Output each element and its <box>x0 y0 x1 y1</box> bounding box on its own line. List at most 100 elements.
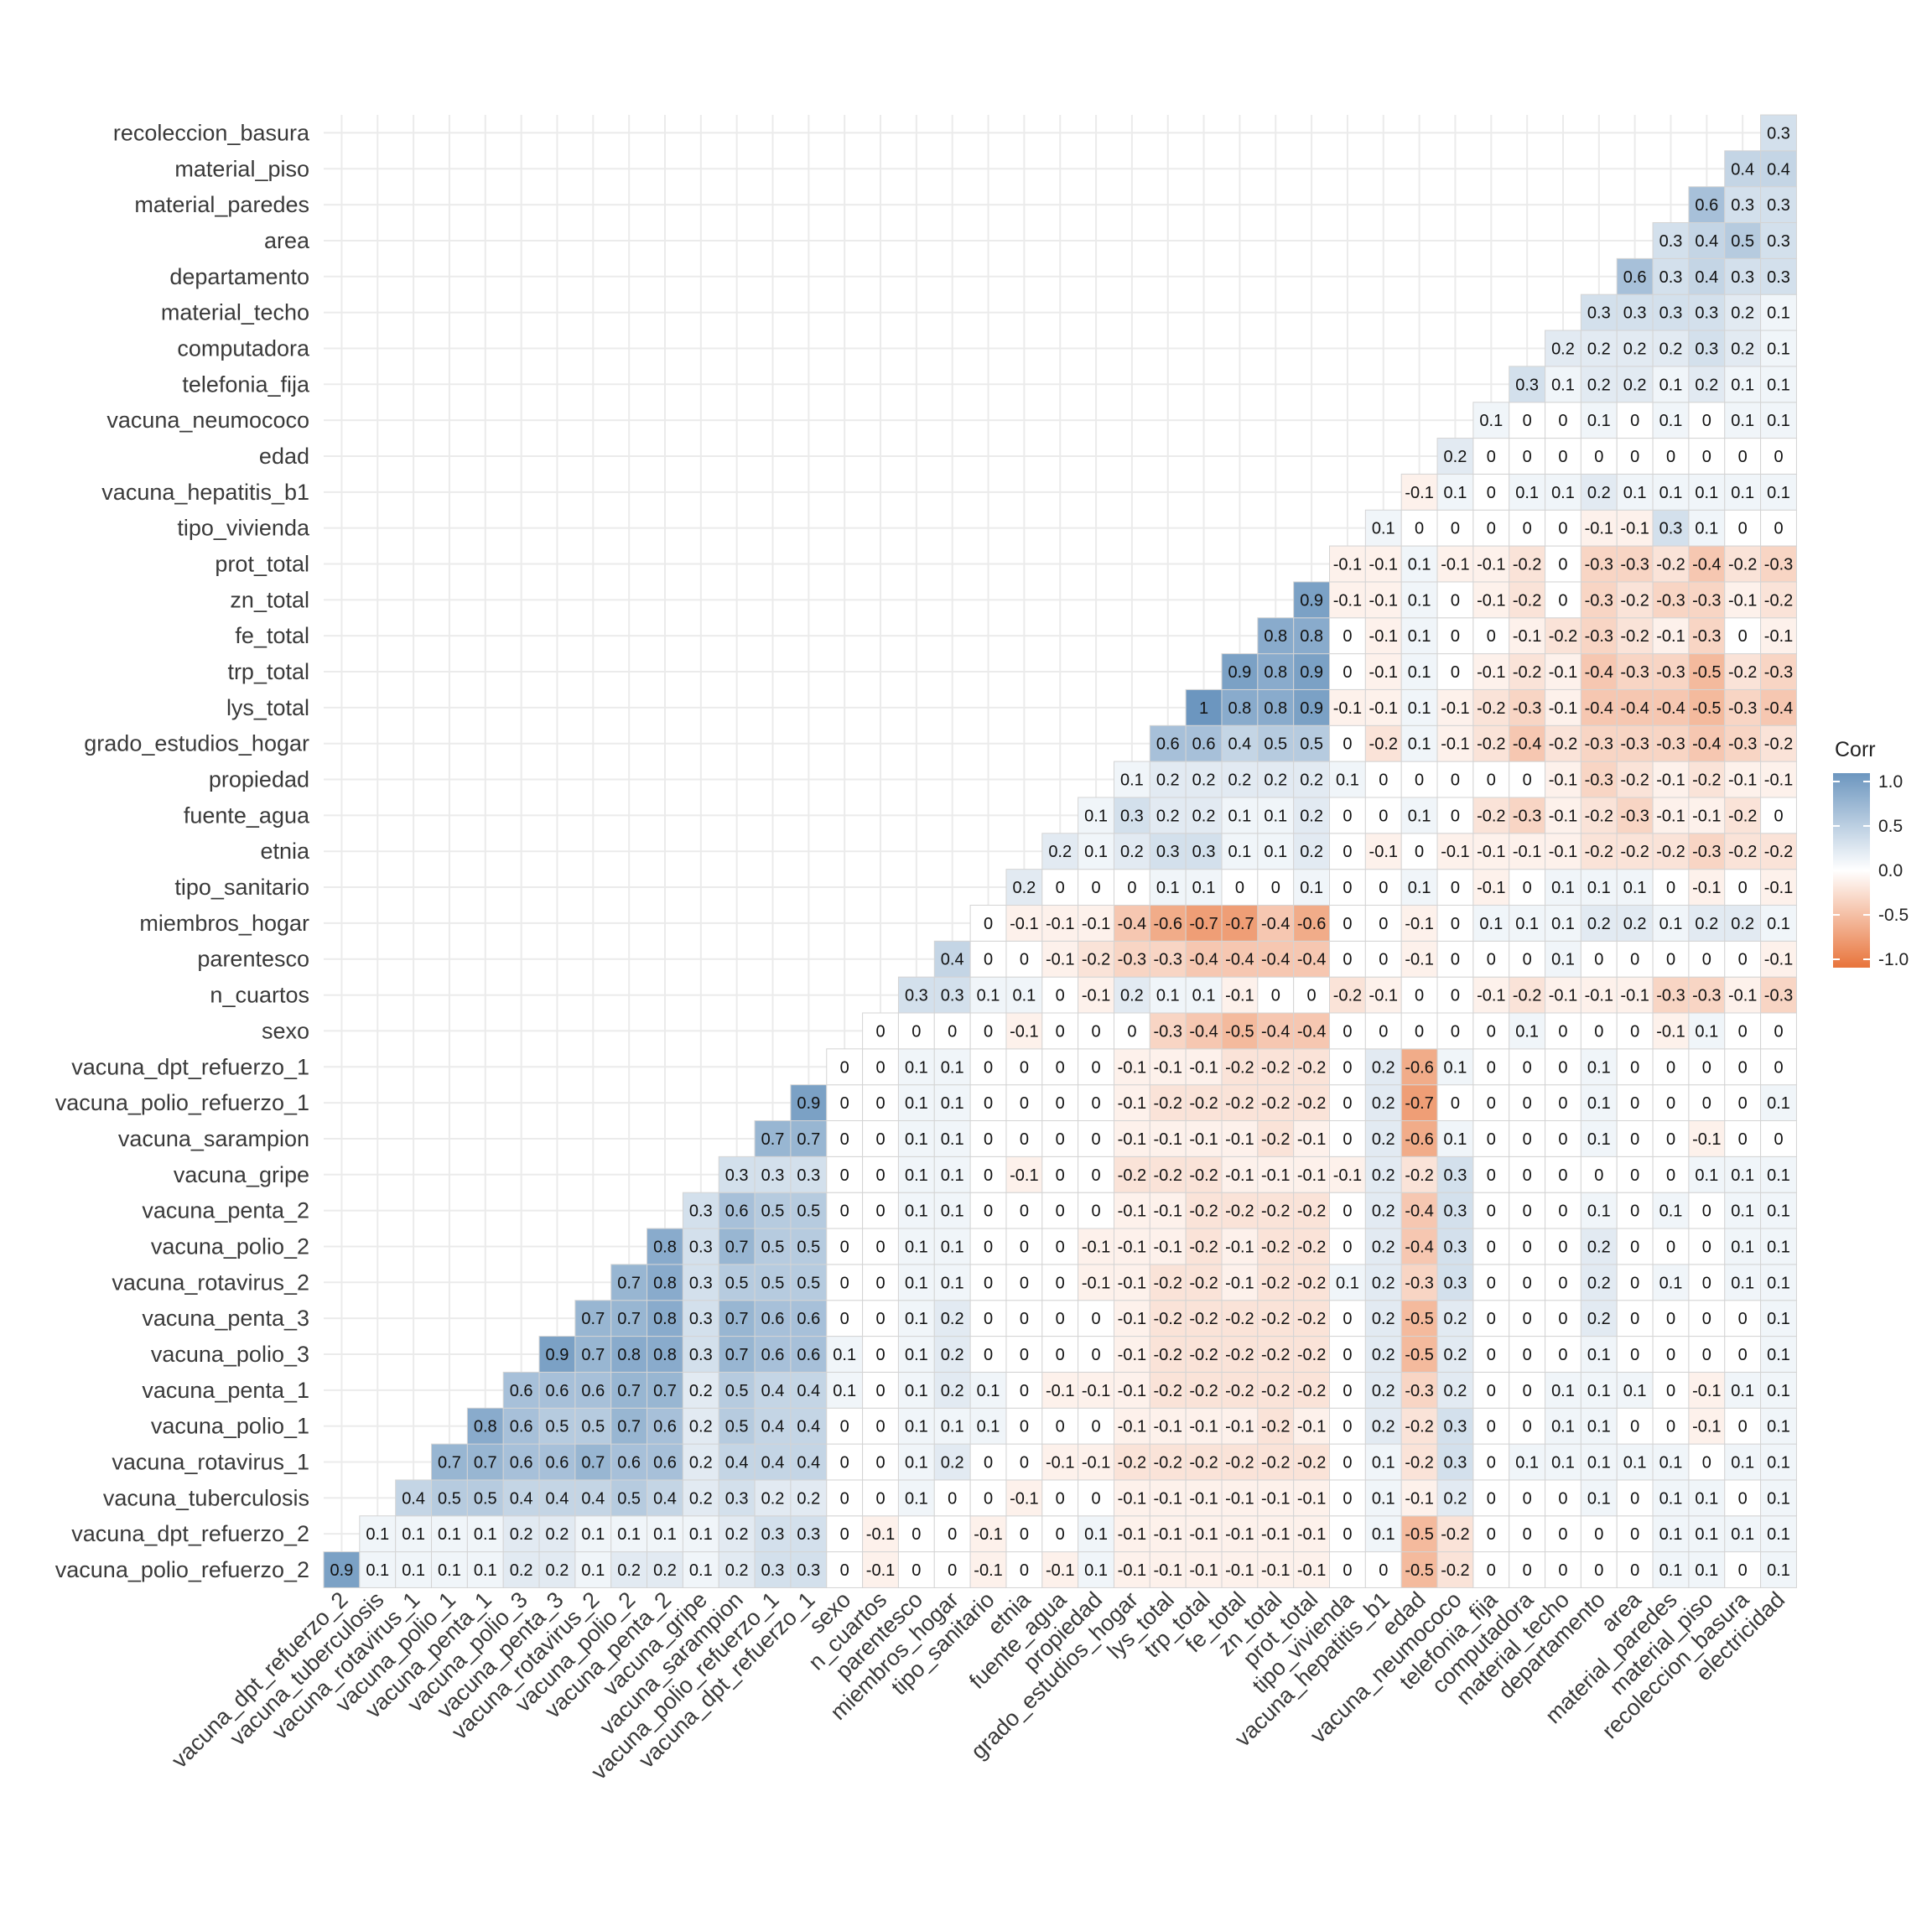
heatmap-cell <box>1400 473 1438 511</box>
cell-value-label: 0 <box>1630 1238 1639 1256</box>
heatmap-cell <box>1041 904 1079 942</box>
heatmap-cell <box>1149 1120 1187 1157</box>
heatmap-cell <box>1760 114 1797 152</box>
cell-value-label: -0.1 <box>1010 1489 1038 1508</box>
cell-value-label: -0.2 <box>1225 1454 1254 1472</box>
heatmap-cell <box>1580 473 1618 511</box>
heatmap-cell <box>1616 330 1654 367</box>
heatmap-cell <box>790 1228 828 1265</box>
cell-value-label: 0.3 <box>761 1166 785 1185</box>
heatmap-cell <box>1113 797 1150 834</box>
cell-value-label: 0 <box>1487 484 1496 502</box>
heatmap-cell <box>1364 688 1402 726</box>
cell-value-label: 0 <box>875 1454 885 1472</box>
y-tick-label: vacuna_polio_3 <box>151 1342 309 1367</box>
heatmap-cell <box>1509 869 1546 906</box>
cell-value-label: 0 <box>984 1454 993 1472</box>
cell-value-label: 0.4 <box>761 1454 785 1472</box>
heatmap-cell <box>1185 1443 1223 1481</box>
cell-value-label: 0.1 <box>1659 1489 1683 1508</box>
heatmap-cell <box>862 1192 899 1229</box>
cell-value-label: 0 <box>1702 1238 1711 1256</box>
cell-value-label: 0.6 <box>761 1346 785 1364</box>
cell-value-label: 0 <box>1774 448 1783 466</box>
heatmap-cell <box>1436 1300 1474 1337</box>
cell-value-label: -0.6 <box>1405 1058 1433 1077</box>
cell-value-label: 0.2 <box>1012 879 1036 897</box>
y-tick-label: etnia <box>260 839 310 864</box>
cell-value-label: 0 <box>1343 1130 1352 1149</box>
cell-value-label: 0 <box>1415 843 1424 861</box>
heatmap-cell <box>1724 581 1762 619</box>
heatmap-cell <box>1545 330 1581 367</box>
cell-value-label: 0.1 <box>438 1525 461 1544</box>
cell-value-label: 0.3 <box>1444 1202 1467 1221</box>
heatmap-cell <box>897 1371 935 1409</box>
heatmap-cell <box>466 1479 504 1517</box>
heatmap-cell <box>1652 1228 1690 1265</box>
cell-value-label: -0.1 <box>1225 1130 1254 1149</box>
cell-value-label: 0.1 <box>1120 771 1144 790</box>
cell-value-label: 0 <box>1056 1094 1065 1113</box>
cell-value-label: 0.1 <box>1767 915 1790 933</box>
cell-value-label: 0.1 <box>1767 1561 1790 1580</box>
cell-value-label: -0.1 <box>1692 879 1721 897</box>
cell-value-label: -0.1 <box>1513 627 1541 646</box>
cell-value-label: 0 <box>1451 1022 1460 1041</box>
heatmap-cell <box>538 1336 576 1373</box>
y-tick-label: tipo_sanitario <box>174 875 309 900</box>
heatmap-cell <box>538 1371 576 1409</box>
cell-value-label: -0.3 <box>1620 735 1649 754</box>
cell-value-label: 0 <box>1630 1094 1639 1113</box>
heatmap-cell <box>1078 1407 1114 1445</box>
cell-value-label: -0.2 <box>1297 1274 1326 1292</box>
heatmap-cell <box>790 1156 828 1193</box>
heatmap-cell <box>1041 1228 1079 1265</box>
cell-value-label: 0.3 <box>1444 1166 1467 1185</box>
cell-value-label: 0 <box>984 1274 993 1292</box>
cell-value-label: -0.1 <box>1189 1058 1218 1077</box>
heatmap-cell <box>1652 688 1690 726</box>
cell-value-label: 0.6 <box>1156 735 1180 754</box>
heatmap-cell <box>1078 1443 1114 1481</box>
cell-value-label: 0.1 <box>1587 1382 1611 1400</box>
heatmap-cell <box>1185 869 1223 906</box>
cell-value-label: -0.1 <box>1369 663 1398 682</box>
cell-value-label: -0.2 <box>1297 1094 1326 1113</box>
heatmap-cell <box>933 1156 971 1193</box>
cell-value-label: 0.1 <box>1551 484 1575 502</box>
heatmap-cell <box>1257 797 1295 834</box>
cell-value-label: 0.5 <box>1264 735 1287 754</box>
cell-value-label: 0.6 <box>546 1382 569 1400</box>
heatmap-cell <box>969 1084 1007 1122</box>
heatmap-cell <box>682 1371 719 1409</box>
cell-value-label: -0.2 <box>1585 807 1613 825</box>
cell-value-label: 0.6 <box>1623 268 1647 287</box>
cell-value-label: 0.8 <box>1264 699 1287 718</box>
cell-value-label: -0.2 <box>1189 1166 1218 1185</box>
heatmap-cell <box>1580 330 1618 367</box>
cell-value-label: 0.3 <box>1767 268 1790 287</box>
cell-value-label: -0.2 <box>1513 556 1541 574</box>
cell-value-label: 0 <box>1702 1454 1711 1472</box>
heatmap-cell <box>1688 761 1726 798</box>
heatmap-cell <box>610 1300 648 1337</box>
cell-value-label: 0 <box>1487 627 1496 646</box>
cell-value-label: 0.4 <box>1767 160 1790 179</box>
heatmap-cell <box>1616 366 1654 403</box>
cell-value-label: -0.1 <box>1261 1561 1290 1580</box>
heatmap-cell <box>1364 545 1402 583</box>
cell-value-label: 0.2 <box>1048 843 1072 861</box>
cell-value-label: -0.1 <box>1261 1525 1290 1544</box>
heatmap-cell <box>1005 1479 1043 1517</box>
heatmap-cell <box>1436 904 1474 942</box>
heatmap-cell <box>502 1551 540 1588</box>
legend-tick-label: -1.0 <box>1878 950 1909 969</box>
heatmap-cell <box>1509 1336 1546 1373</box>
cell-value-label: 0.2 <box>725 1525 749 1544</box>
cell-value-label: 0.8 <box>1300 627 1323 646</box>
heatmap-cell <box>1724 1407 1762 1445</box>
heatmap-cell <box>1724 688 1762 726</box>
heatmap-cell <box>1257 1084 1295 1122</box>
